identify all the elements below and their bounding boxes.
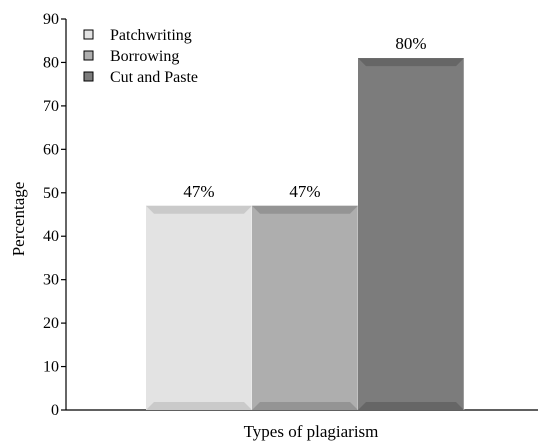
legend-label: Borrowing [110, 48, 179, 65]
y-tick-label: 30 [43, 272, 59, 289]
bar-top-bevel [358, 58, 464, 67]
bar-2 [252, 205, 359, 410]
legend-item-2: Borrowing [83, 48, 179, 65]
legend-swatch [83, 50, 94, 61]
y-tick-label: 10 [43, 359, 59, 376]
bar-body [252, 205, 358, 410]
y-axis-label: Percentage [9, 182, 28, 257]
y-tick-label: 40 [43, 228, 59, 245]
bars [146, 58, 465, 410]
legend-swatch [83, 71, 94, 82]
y-tick-label: 70 [43, 98, 59, 115]
y-tick-label: 20 [43, 315, 59, 332]
y-tick-label: 90 [43, 11, 59, 28]
data-label-3: 80% [395, 34, 426, 53]
y-tick-label: 60 [43, 141, 59, 158]
bar-top-bevel [252, 205, 358, 214]
bar-body [358, 58, 464, 410]
axes: 0 10 20 30 40 50 60 70 80 90 [43, 11, 538, 419]
bar-1 [146, 205, 253, 410]
y-tick-label: 50 [43, 185, 59, 202]
legend-swatch [83, 29, 94, 40]
legend: Patchwriting Borrowing Cut and Paste [83, 27, 198, 86]
bar-3 [358, 58, 465, 410]
data-labels: 47% 47% 80% [183, 34, 426, 201]
legend-item-1: Patchwriting [83, 27, 192, 44]
y-tick-label: 80 [43, 54, 59, 71]
data-label-1: 47% [183, 182, 214, 201]
data-label-2: 47% [289, 182, 320, 201]
y-tick-label: 0 [51, 402, 59, 419]
bar-bottom-bevel [146, 402, 252, 410]
bar-bottom-bevel [252, 402, 358, 410]
legend-item-3: Cut and Paste [83, 69, 198, 86]
x-axis-label: Types of plagiarism [244, 422, 379, 441]
bar-top-bevel [146, 205, 252, 214]
legend-label: Patchwriting [110, 27, 192, 44]
bar-bottom-bevel [358, 402, 464, 410]
bar-body [146, 205, 252, 410]
legend-label: Cut and Paste [110, 69, 198, 86]
